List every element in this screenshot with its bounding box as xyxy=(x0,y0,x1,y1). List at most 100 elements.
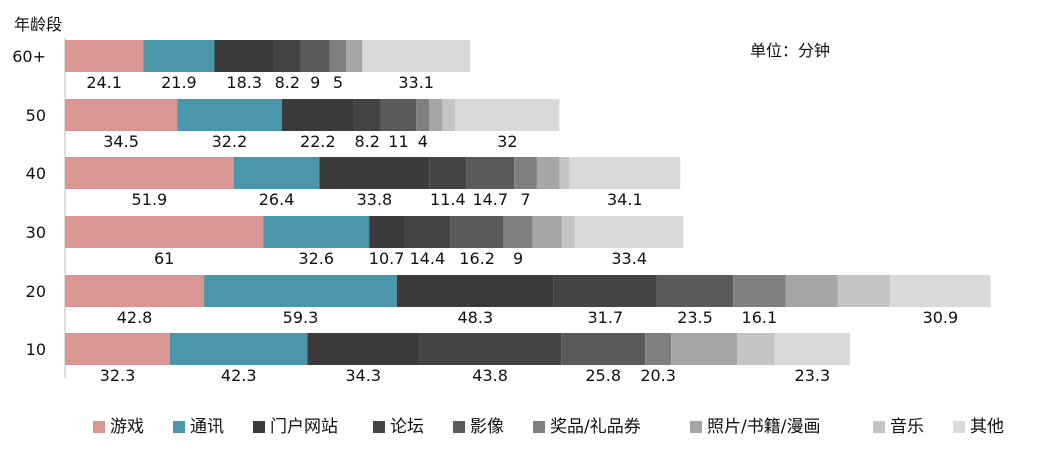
data-label: 7 xyxy=(520,190,530,209)
bar-segment xyxy=(177,99,282,131)
category-label: 20 xyxy=(26,282,46,301)
bar-segment xyxy=(442,99,456,131)
bar-segment xyxy=(774,333,851,365)
data-label: 42.3 xyxy=(221,366,257,385)
bar-segment xyxy=(418,333,562,365)
data-label: 48.3 xyxy=(458,308,494,327)
data-label: 9 xyxy=(310,73,320,92)
legend-entry: 照片/书籍/漫画 xyxy=(707,417,820,437)
bar-segment xyxy=(785,275,838,307)
legend-swatch xyxy=(690,421,702,433)
legend: 游戏 通讯 门户网站 论坛 影像 奖品/礼品券 照片/书籍/漫画 音乐 其他 xyxy=(93,417,1004,437)
data-label: 21.9 xyxy=(161,73,197,92)
legend-swatch xyxy=(93,421,105,433)
bar-segment xyxy=(273,40,301,72)
category-label: 10 xyxy=(26,340,46,359)
bar-segment xyxy=(569,157,681,189)
bar-segment xyxy=(346,40,363,72)
bar-segment xyxy=(300,40,330,72)
bar-segment xyxy=(403,216,451,248)
legend-swatch xyxy=(533,421,545,433)
bar-segment xyxy=(671,333,738,365)
bar-segment xyxy=(574,216,684,248)
bar-segment xyxy=(503,216,533,248)
data-label: 32 xyxy=(497,132,517,151)
data-label: 32.6 xyxy=(298,249,334,268)
category-label: 50 xyxy=(26,106,46,125)
data-label: 10.7 xyxy=(369,249,405,268)
legend-entry: 通讯 xyxy=(190,417,224,437)
bar-segment xyxy=(329,40,347,72)
legend-entry: 论坛 xyxy=(390,417,424,437)
bar-segment xyxy=(536,157,560,189)
bar-segment xyxy=(429,99,443,131)
bar-segment xyxy=(656,275,734,307)
bar-segment xyxy=(65,275,205,307)
bar-segment xyxy=(466,157,515,189)
bar-segment xyxy=(561,333,646,365)
category-label: 30 xyxy=(26,223,46,242)
bar-segment xyxy=(369,216,404,248)
bar-segment xyxy=(65,40,144,72)
bar-segment xyxy=(416,99,430,131)
data-label: 32.2 xyxy=(212,132,248,151)
data-label: 51.9 xyxy=(132,190,168,209)
bar-segment xyxy=(65,333,170,365)
data-label: 34.3 xyxy=(345,366,381,385)
legend-swatch xyxy=(253,421,265,433)
data-label: 22.2 xyxy=(300,132,336,151)
legend-swatch xyxy=(173,421,185,433)
y-axis-title: 年龄段 xyxy=(14,15,62,34)
data-label: 25.8 xyxy=(585,366,621,385)
data-label: 31.7 xyxy=(588,308,624,327)
category-label: 40 xyxy=(26,164,46,183)
data-label: 43.8 xyxy=(472,366,508,385)
bar-segment xyxy=(561,216,575,248)
legend-entry: 奖品/礼品券 xyxy=(550,417,641,437)
data-label: 4 xyxy=(418,132,428,151)
data-label: 18.3 xyxy=(226,73,262,92)
bar-segment xyxy=(514,157,537,189)
legend-entry: 影像 xyxy=(470,417,504,437)
bar-segment xyxy=(169,333,308,365)
data-label: 11 xyxy=(388,132,408,151)
bar-segment xyxy=(455,99,560,131)
data-label: 16.1 xyxy=(742,308,778,327)
data-label: 8.2 xyxy=(275,73,300,92)
bar-segment xyxy=(353,99,381,131)
bar-segment xyxy=(214,40,274,72)
data-label: 30.9 xyxy=(923,308,959,327)
bar-segment xyxy=(307,333,419,365)
data-label: 8.2 xyxy=(355,132,380,151)
bar-segment xyxy=(65,216,264,248)
bar-segment xyxy=(143,40,215,72)
data-label: 59.3 xyxy=(283,308,319,327)
data-label: 33.8 xyxy=(357,190,393,209)
bar-segment xyxy=(450,216,504,248)
bar-segment xyxy=(837,275,891,307)
data-label: 26.4 xyxy=(259,190,295,209)
legend-entry: 其他 xyxy=(970,417,1004,437)
data-label: 23.3 xyxy=(795,366,831,385)
data-label: 5 xyxy=(333,73,343,92)
data-label: 20.3 xyxy=(640,366,676,385)
data-label: 34.1 xyxy=(607,190,643,209)
unit-label: 单位：分钟 xyxy=(750,41,830,60)
bar-segment xyxy=(65,157,234,189)
bar-segment xyxy=(532,216,562,248)
bar-segment xyxy=(281,99,354,131)
data-label: 14.4 xyxy=(410,249,446,268)
bar-segment xyxy=(890,275,991,307)
bar-segment xyxy=(559,157,570,189)
data-label: 33.4 xyxy=(611,249,647,268)
data-label: 24.1 xyxy=(86,73,122,92)
bar-segment xyxy=(645,333,672,365)
bar-segment xyxy=(380,99,417,131)
bar-segment xyxy=(319,157,430,189)
bar-segment xyxy=(65,99,178,131)
data-label: 9 xyxy=(513,249,523,268)
legend-swatch xyxy=(453,421,465,433)
bar-segment xyxy=(362,40,470,72)
